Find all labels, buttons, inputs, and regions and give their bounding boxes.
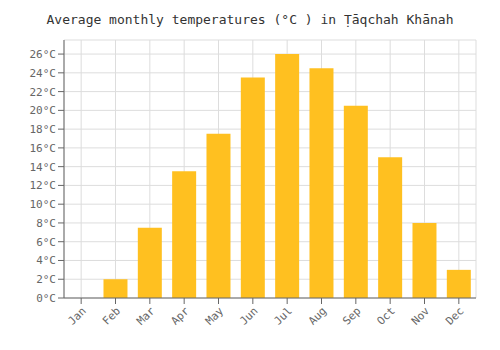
svg-text:Feb: Feb [100, 304, 123, 327]
svg-text:0°C: 0°C [36, 292, 56, 305]
svg-text:14°C: 14°C [30, 161, 57, 174]
svg-text:Jul: Jul [272, 304, 295, 327]
svg-text:8°C: 8°C [36, 217, 56, 230]
svg-text:Apr: Apr [169, 304, 193, 328]
svg-text:26°C: 26°C [30, 48, 57, 61]
svg-text:16°C: 16°C [30, 142, 57, 155]
svg-text:6°C: 6°C [36, 236, 56, 249]
svg-text:Aug: Aug [306, 304, 329, 327]
svg-text:Jun: Jun [237, 304, 260, 327]
svg-text:4°C: 4°C [36, 254, 56, 267]
svg-text:Nov: Nov [409, 304, 433, 328]
svg-text:2°C: 2°C [36, 273, 56, 286]
svg-text:18°C: 18°C [30, 123, 57, 136]
svg-text:22°C: 22°C [30, 86, 57, 99]
svg-text:Sep: Sep [340, 304, 363, 327]
svg-text:Mar: Mar [134, 304, 158, 328]
svg-text:Dec: Dec [443, 304, 466, 327]
svg-text:24°C: 24°C [30, 67, 57, 80]
svg-text:10°C: 10°C [30, 198, 57, 211]
html-text:Average monthly temperatures (: Average monthly temperatures (°C ) in Ṭā… [46, 12, 454, 27]
svg-text:May: May [203, 304, 227, 328]
svg-text:20°C: 20°C [30, 104, 57, 117]
svg-text:Oct: Oct [375, 304, 398, 327]
svg-text:12°C: 12°C [30, 179, 57, 192]
svg-text:Jan: Jan [66, 304, 89, 327]
